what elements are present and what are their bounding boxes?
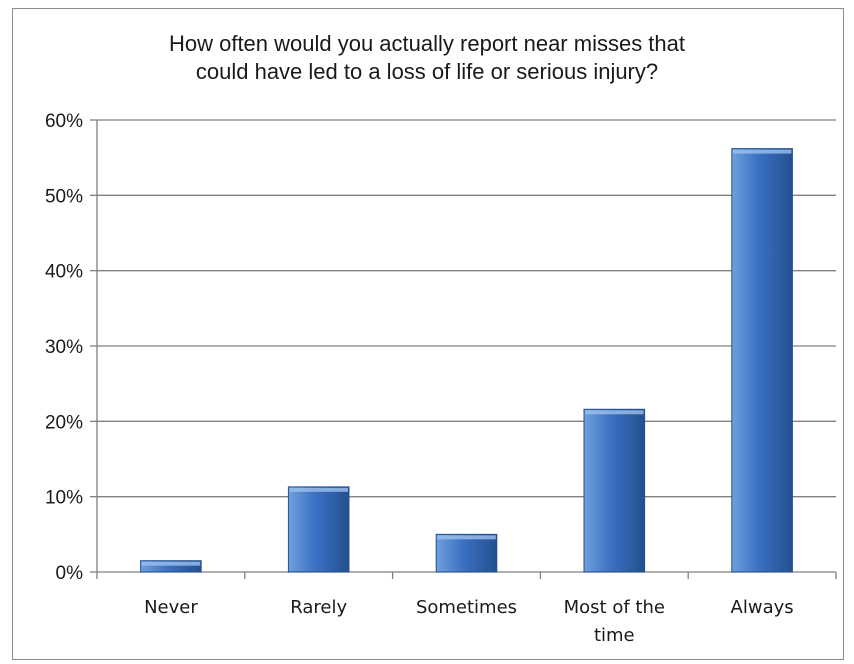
bar (731, 148, 793, 573)
x-category-label: Always (731, 597, 794, 618)
gridlines (97, 119, 836, 498)
chart-title-line-1: How often would you actually report near… (168, 31, 686, 56)
bars (140, 148, 793, 573)
bar-highlight (585, 410, 644, 415)
y-tick-label: 20% (45, 412, 83, 433)
chart-title-line-2: could have led to a loss of life or seri… (195, 59, 659, 84)
axes (90, 119, 837, 579)
bar (583, 408, 646, 573)
labels: 0% 10% 20% 30% 40% 50% 60% Never Rarely Sometimes… (45, 111, 794, 646)
bar (435, 533, 498, 573)
chart-title: How often would you actually report near… (0, 30, 854, 86)
y-tick-label: 0% (56, 563, 84, 584)
y-tick-label: 50% (45, 186, 83, 207)
x-category-label: Most of the (564, 597, 665, 618)
bar-highlight (437, 535, 496, 540)
bar (140, 560, 202, 573)
y-tick-label: 10% (45, 488, 83, 509)
x-category-label: Rarely (290, 597, 347, 618)
bar-highlight (732, 149, 792, 154)
y-tick-label: 30% (45, 337, 83, 358)
bar-highlight (141, 561, 201, 566)
bar (287, 486, 350, 573)
chart-frame (12, 8, 844, 660)
x-category-label: Sometimes (416, 597, 517, 618)
y-tick-label: 40% (45, 262, 83, 283)
x-category-label: Never (144, 597, 198, 618)
y-tick-label: 60% (45, 111, 83, 132)
x-category-label: time (594, 625, 635, 646)
bar-highlight (289, 487, 348, 492)
